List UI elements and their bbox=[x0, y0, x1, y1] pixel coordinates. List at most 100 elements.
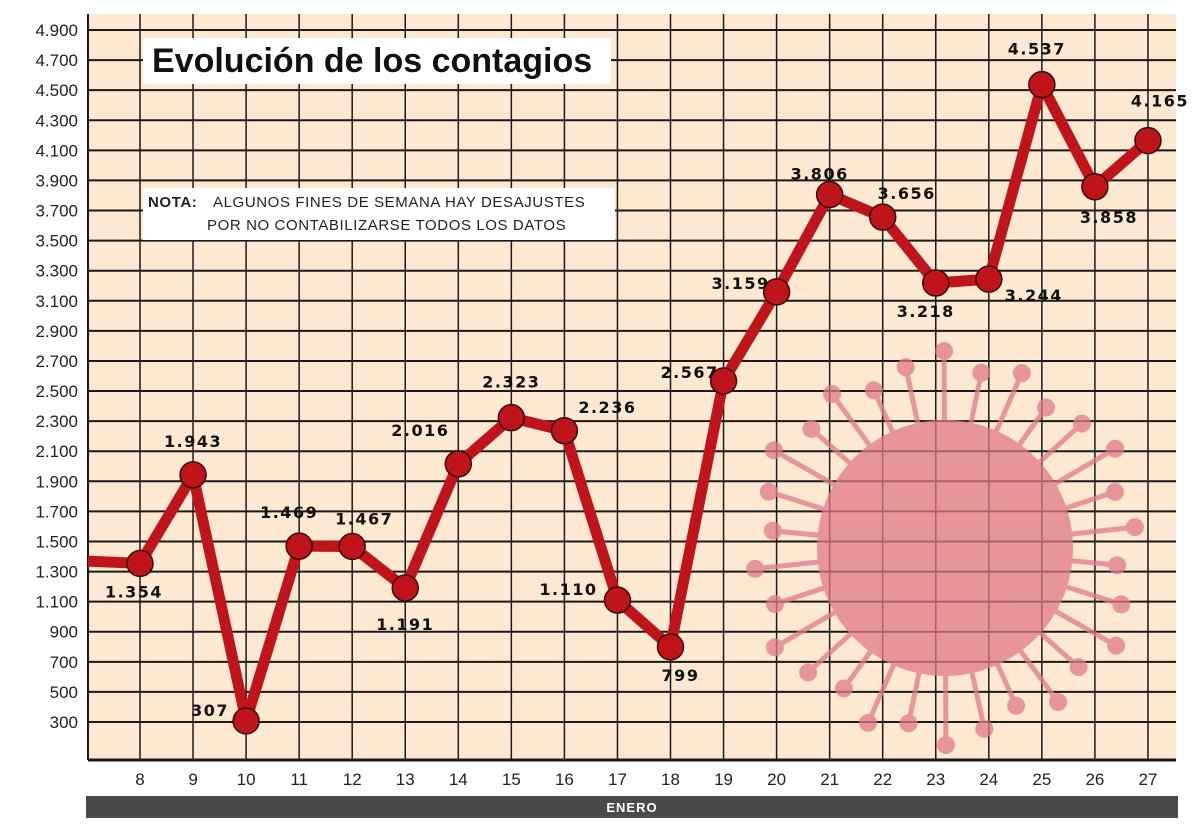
virus-spike bbox=[1043, 602, 1118, 648]
data-point bbox=[975, 265, 1003, 293]
virus-spike-tip bbox=[859, 713, 878, 732]
y-tick-label: 900 bbox=[50, 623, 78, 642]
data-label: 4.537 bbox=[1008, 40, 1066, 59]
virus-spike-tip bbox=[823, 385, 842, 404]
data-point bbox=[444, 450, 473, 478]
data-point bbox=[868, 203, 897, 231]
virus-spike-tip bbox=[1105, 482, 1124, 501]
data-label: 3.244 bbox=[1005, 286, 1063, 305]
y-tick-label: 1.900 bbox=[35, 472, 78, 491]
y-tick-label: 2.100 bbox=[35, 442, 78, 461]
y-tick-label: 300 bbox=[50, 713, 78, 732]
x-tick-label: 17 bbox=[608, 770, 627, 789]
data-label: 4.165 bbox=[1131, 92, 1189, 111]
x-tick-label: 24 bbox=[979, 770, 998, 789]
y-tick-label: 3.500 bbox=[35, 232, 78, 251]
data-point bbox=[126, 549, 154, 578]
virus-spike bbox=[773, 603, 847, 650]
x-tick-label: 25 bbox=[1032, 770, 1051, 789]
x-axis-label: ENERO bbox=[606, 800, 657, 815]
data-point bbox=[922, 269, 950, 297]
data-label: 1.110 bbox=[539, 580, 597, 599]
data-point bbox=[550, 417, 579, 445]
x-tick-label: 18 bbox=[661, 770, 680, 789]
y-tick-label: 4.300 bbox=[35, 111, 78, 130]
virus-spike-tip bbox=[1007, 696, 1026, 715]
data-point bbox=[762, 278, 791, 306]
y-tick-label: 4.700 bbox=[35, 51, 78, 70]
virus-spike-tip bbox=[1125, 518, 1144, 537]
y-tick-label: 2.500 bbox=[35, 382, 78, 401]
virus-spike-tip bbox=[802, 419, 821, 438]
x-tick-label: 13 bbox=[396, 770, 415, 789]
x-tick-label: 15 bbox=[502, 770, 521, 789]
x-tick-label: 9 bbox=[188, 770, 197, 789]
x-axis: 8 9 10 11 12 13 14 15 16 17 18 19 20 21 22 23 24 25 26 27 bbox=[135, 770, 1157, 789]
data-label: 1.469 bbox=[260, 503, 318, 522]
data-point bbox=[603, 586, 632, 614]
coronavirus-illustration bbox=[746, 342, 1144, 754]
data-point bbox=[179, 461, 207, 489]
data-label: 3.218 bbox=[897, 302, 955, 321]
data-markers bbox=[126, 70, 1162, 735]
virus-spike-tip bbox=[1106, 439, 1125, 458]
data-point bbox=[815, 180, 844, 209]
note-line-2: POR NO CONTABILIZARSE TODOS LOS DATOS bbox=[207, 217, 566, 234]
data-point bbox=[497, 403, 526, 432]
note-box: NOTA: ALGUNOS FINES DE SEMANA HAY DESAJU… bbox=[143, 188, 615, 240]
data-point bbox=[656, 633, 685, 661]
virus-spike-tip bbox=[1108, 556, 1127, 575]
virus-spike bbox=[772, 448, 847, 494]
virus-spike-tip bbox=[1107, 636, 1126, 655]
virus-spike-tip bbox=[1037, 398, 1056, 417]
data-point bbox=[338, 532, 366, 561]
x-tick-label: 12 bbox=[343, 770, 362, 789]
y-tick-label: 1.100 bbox=[35, 593, 78, 612]
y-tick-label: 3.900 bbox=[35, 171, 78, 190]
note-label: NOTA: bbox=[148, 194, 197, 211]
y-tick-label: 700 bbox=[50, 653, 78, 672]
virus-spike-tip bbox=[899, 714, 918, 733]
data-point bbox=[391, 574, 419, 602]
y-tick-label: 2.900 bbox=[35, 322, 78, 341]
x-tick-label: 19 bbox=[714, 770, 733, 789]
data-point bbox=[1134, 126, 1162, 155]
y-tick-label: 4.900 bbox=[35, 21, 78, 40]
virus-spike-tip bbox=[1112, 595, 1131, 614]
data-point bbox=[285, 532, 313, 560]
data-labels: 1.354 1.943 307 1.469 1.467 1.191 2.016 2.323 2.… bbox=[105, 40, 1189, 720]
data-label: 3.159 bbox=[712, 274, 770, 293]
data-point bbox=[232, 707, 260, 735]
y-tick-label: 1.700 bbox=[35, 502, 78, 521]
x-tick-label: 8 bbox=[135, 770, 144, 789]
virus-spike-tip bbox=[765, 638, 784, 657]
note-line-1: ALGUNOS FINES DE SEMANA HAY DESAJUSTES bbox=[213, 194, 585, 211]
y-tick-label: 2.700 bbox=[35, 352, 78, 371]
y-tick-label: 3.300 bbox=[35, 262, 78, 281]
virus-spike-tip bbox=[759, 482, 778, 501]
chart-title-box: Evolución de los contagios bbox=[143, 38, 611, 84]
data-label: 2.323 bbox=[482, 373, 540, 392]
x-tick-label: 22 bbox=[873, 770, 892, 789]
virus-spike-tip bbox=[766, 595, 785, 614]
y-tick-label: 3.700 bbox=[35, 202, 78, 221]
virus-spike-tip bbox=[746, 559, 765, 578]
y-tick-label: 2.300 bbox=[35, 412, 78, 431]
x-tick-label: 21 bbox=[820, 770, 839, 789]
x-tick-label: 14 bbox=[449, 770, 468, 789]
x-tick-label: 27 bbox=[1138, 770, 1157, 789]
y-tick-label: 1.500 bbox=[35, 532, 78, 551]
y-tick-label: 1.300 bbox=[35, 563, 78, 582]
y-tick-label: 4.500 bbox=[35, 81, 78, 100]
virus-spike-tip bbox=[1072, 414, 1091, 433]
virus-spike-tip bbox=[763, 521, 782, 540]
x-tick-label: 20 bbox=[767, 770, 786, 789]
data-label: 1.467 bbox=[335, 509, 393, 528]
data-label: 2.016 bbox=[391, 421, 449, 440]
virus-spike bbox=[1043, 446, 1117, 493]
virus-spike-tip bbox=[935, 342, 954, 361]
data-label: 799 bbox=[662, 666, 700, 685]
data-label: 3.656 bbox=[878, 184, 936, 203]
data-label: 1.943 bbox=[164, 432, 222, 451]
